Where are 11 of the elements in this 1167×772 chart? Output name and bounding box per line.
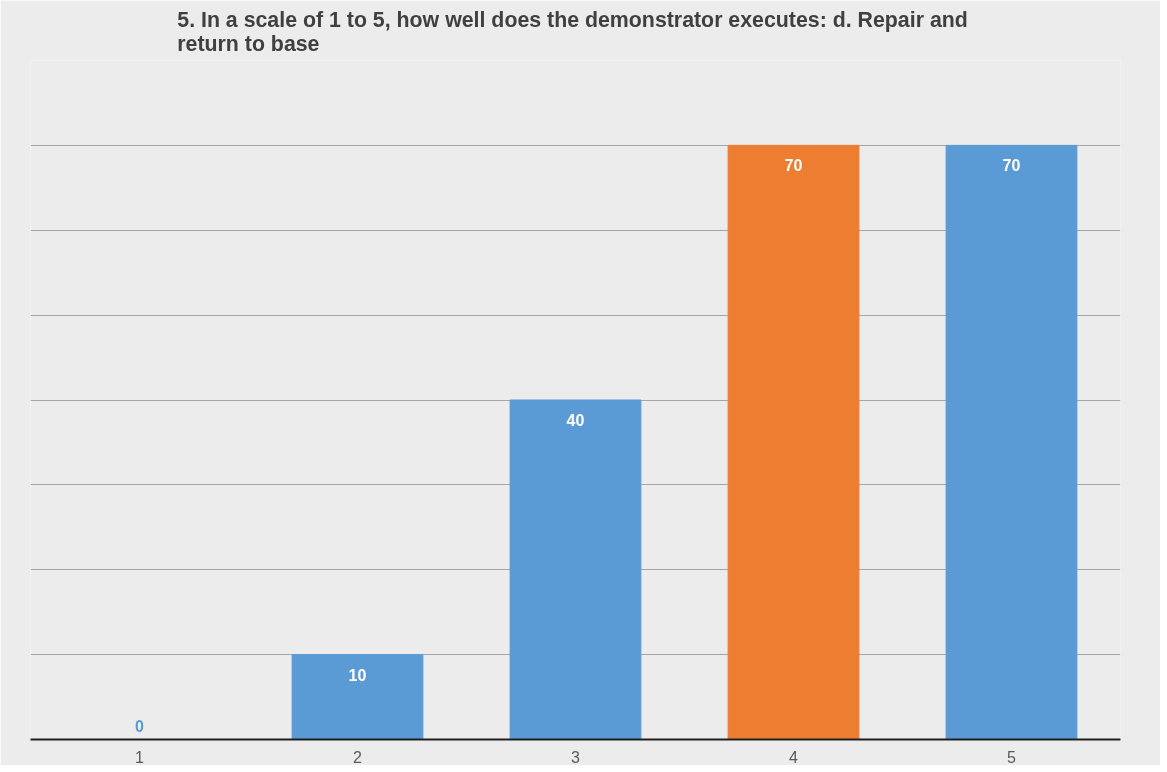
data-label: 10 xyxy=(348,666,367,684)
x-tick-label: 5 xyxy=(1007,748,1017,766)
data-label: 0 xyxy=(135,717,145,735)
data-label: 70 xyxy=(1002,157,1021,175)
x-tick-label: 2 xyxy=(353,748,363,766)
x-tick-label: 1 xyxy=(135,748,145,766)
x-tick-label: 3 xyxy=(571,748,581,766)
data-label: 70 xyxy=(784,157,803,175)
data-label: 40 xyxy=(566,412,585,429)
x-tick-label: 4 xyxy=(789,748,799,766)
chart-title: 5. In a scale of 1 to 5, how well does the demonstrator executes: d. Repair and return to base xyxy=(177,7,968,56)
